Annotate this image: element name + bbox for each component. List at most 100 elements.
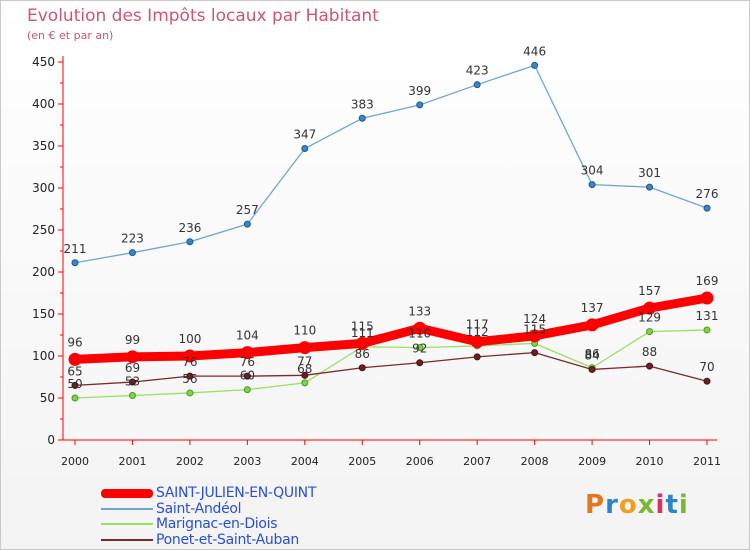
data-label: 76 [240,355,255,369]
x-tick-label: 2010 [636,455,664,468]
logo-letter: x [637,490,656,520]
data-point [243,386,251,394]
y-tick-label: 150 [32,307,55,321]
data-point [71,381,79,389]
data-point [588,181,596,189]
data-label: 157 [638,284,661,298]
x-tick-label: 2001 [118,455,146,468]
data-point [703,377,711,385]
data-point [358,364,366,372]
data-label: 100 [178,332,201,346]
legend-swatch [101,539,153,541]
data-point [358,114,366,122]
data-label: 84 [584,348,599,362]
y-tick-label: 400 [32,97,55,111]
data-label: 117 [466,318,489,332]
data-point [240,346,254,360]
data-label: 257 [236,203,259,217]
y-tick-label: 300 [32,181,55,195]
data-label: 112 [466,325,489,339]
data-point [183,349,197,363]
y-tick-label: 250 [32,223,55,237]
data-label: 423 [466,64,489,78]
data-label: 169 [696,274,719,288]
data-label: 88 [642,345,657,359]
data-label: 347 [293,128,316,142]
legend-label: Saint-Andéol [156,501,242,517]
data-label: 53 [125,374,140,388]
data-label: 92 [412,342,427,356]
data-point [646,328,654,336]
data-point [700,291,714,305]
series-line [70,293,712,364]
data-label: 383 [351,97,374,111]
data-label: 211 [64,242,87,256]
data-point [128,391,136,399]
series-line [74,351,708,387]
logo-letter: o [618,490,638,520]
data-point [703,204,711,212]
data-point [301,371,309,379]
data-label: 301 [638,166,661,180]
data-label: 76 [182,355,197,369]
data-label: 68 [297,362,312,376]
x-tick-label: 2011 [693,455,721,468]
logo-letter: i [678,490,689,520]
data-point [646,183,654,191]
x-tick-label: 2003 [233,455,261,468]
x-tick-label: 2006 [406,455,434,468]
legend-label: Ponet-et-Saint-Auban [156,532,299,548]
data-label: 111 [351,326,374,340]
data-label: 129 [638,311,661,325]
data-point [531,349,539,357]
data-label: 86 [355,347,370,361]
y-tick-label: 0 [47,433,55,447]
data-point [416,344,424,352]
data-point [531,61,539,69]
y-tick-label: 450 [32,55,55,69]
chart-subtitle: (en € et par an) [27,29,114,42]
y-tick-label: 100 [32,349,55,363]
legend-swatch [101,523,153,525]
series-line [74,64,708,264]
x-tick-label: 2004 [291,455,319,468]
data-label: 137 [581,301,604,315]
y-tick-label: 200 [32,265,55,279]
legend-label: Marignac-en-Diois [156,516,278,532]
y-tick-label: 350 [32,139,55,153]
data-label: 131 [696,309,719,323]
data-point [128,378,136,386]
data-label: 304 [581,164,604,178]
data-point [473,353,481,361]
data-point [528,329,542,343]
data-label: 276 [696,187,719,201]
data-point [186,389,194,397]
data-point [125,350,139,364]
data-label: 124 [523,312,546,326]
x-tick-label: 2000 [61,455,89,468]
data-label: 104 [236,329,259,343]
data-label: 60 [240,369,255,383]
data-point [243,220,251,228]
data-point [416,101,424,109]
data-label: 223 [121,232,144,246]
data-point [301,379,309,387]
data-label: 115 [351,319,374,333]
data-point [71,259,79,267]
data-label: 236 [178,221,201,235]
data-point [413,321,427,335]
data-point [585,318,599,332]
data-point [588,365,596,373]
data-point [646,362,654,370]
data-label: 115 [523,322,546,336]
data-point [470,335,484,349]
data-point [416,359,424,367]
data-label: 133 [408,304,431,318]
data-point [643,301,657,315]
data-point [473,81,481,89]
data-point [243,372,251,380]
data-point [703,326,711,334]
logo-letter: r [605,490,619,520]
data-label: 70 [699,360,714,374]
